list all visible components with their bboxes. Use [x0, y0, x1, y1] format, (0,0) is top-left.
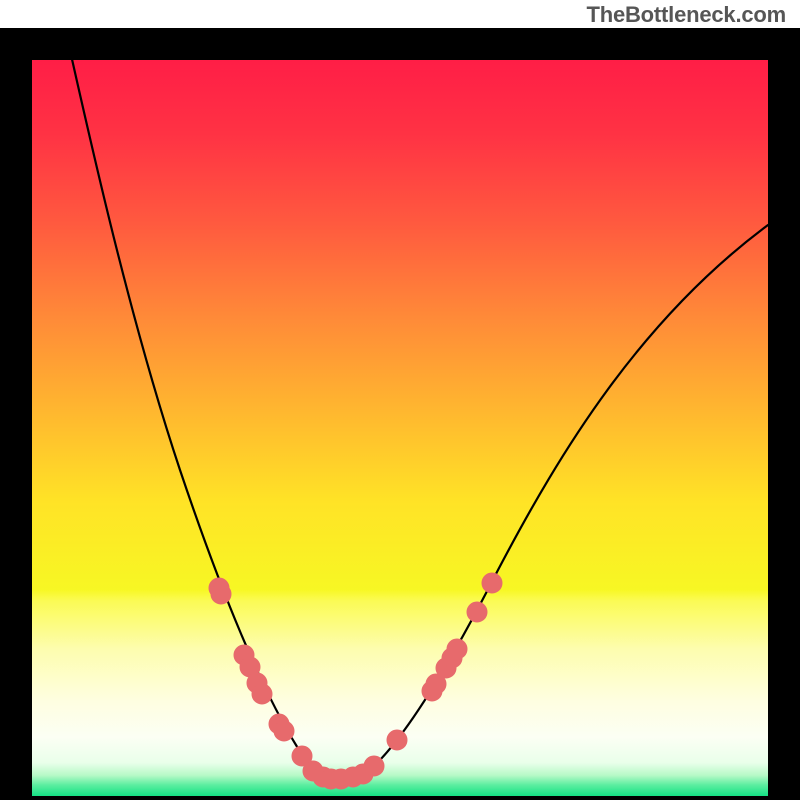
watermark-text: TheBottleneck.com	[586, 2, 786, 28]
data-marker	[467, 602, 487, 622]
data-marker	[482, 573, 502, 593]
data-marker	[252, 684, 272, 704]
data-marker	[387, 730, 407, 750]
plot-background	[32, 60, 768, 796]
data-marker	[447, 639, 467, 659]
data-marker	[211, 584, 231, 604]
chart-svg	[0, 0, 800, 800]
data-marker	[364, 756, 384, 776]
data-marker	[274, 721, 294, 741]
